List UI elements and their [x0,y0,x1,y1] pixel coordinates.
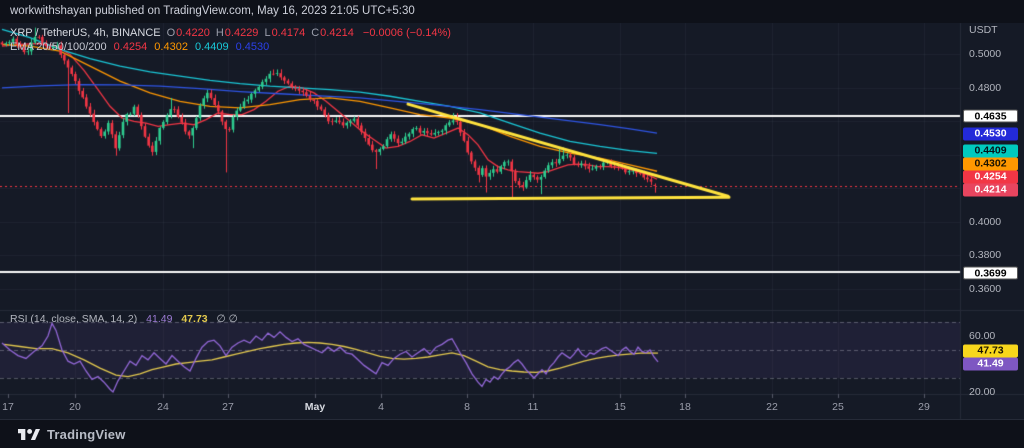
price-change: −0.0006 (−0.14%) [362,27,451,39]
price-badge: 0.3699 [963,266,1018,280]
rsi-value: 41.49 [146,313,173,325]
time-axis-label: 4 [378,401,384,413]
ohlc-value: 0.4174 [271,27,306,39]
symbol-legend-row-main: XRP / TetherUS, 4h, BINANCE O0.4220 H0.422… [10,26,451,40]
ema-value: 0.4302 [154,41,188,53]
ema-value: 0.4409 [194,41,229,53]
ema-indicator-label: EMA 20/50/100/200 [10,41,107,53]
ohlc-key: O [166,27,176,39]
price-tick-label: 0.5000 [969,48,1002,60]
top-bar: workwithshayan published on TradingView.… [0,0,1024,23]
symbol-legend-row-ema: EMA 20/50/100/200 0.4254 0.4302 0.4409 0.453… [10,40,451,54]
time-axis-label: May [304,401,326,413]
time-axis-label: 11 [527,401,539,413]
rsi-badge: 47.73 [963,344,1018,358]
price-axis-currency: USDT [969,24,998,36]
time-axis-label: 29 [918,401,930,413]
symbol-legend: XRP / TetherUS, 4h, BINANCE O0.4220 H0.422… [10,26,451,54]
time-axis-label: 22 [766,401,778,413]
price-tick-label: 0.4800 [969,82,1002,94]
price-tick-label: 0.3800 [969,249,1002,261]
time-axis-label: 24 [157,401,169,413]
price-tick-label: 0.3600 [969,283,1002,295]
symbol-title: XRP / TetherUS, 4h, BINANCE [10,27,161,39]
price-tick-label: 0.4000 [969,216,1002,228]
price-badge: 0.4409 [963,144,1018,158]
ohlc-key: C [311,27,320,39]
tradingview-brand[interactable]: TradingView [47,426,126,442]
price-badge: 0.4302 [963,157,1018,171]
ema-value: 0.4254 [113,41,148,53]
time-axis-label: 8 [464,401,470,413]
price-badge: 0.4254 [963,170,1018,184]
price-badge: 0.4635 [963,109,1018,123]
publish-info: workwithshayan published on TradingView.… [10,5,415,17]
ohlc-value: 0.4214 [320,27,354,39]
ohlc-key: H [215,27,224,39]
time-axis-label: 15 [614,401,626,413]
ohlc-value: 0.4229 [224,27,259,39]
rsi-badge: 41.49 [963,357,1018,371]
ohlc-key: L [264,27,271,39]
rsi-sma-value: 47.73 [181,313,208,325]
tradingview-logo-icon[interactable] [18,427,40,442]
ema-value: 0.4530 [235,41,270,53]
rsi-indicator-label: RSI (14, close, SMA, 14, 2) [10,313,138,325]
rsi-tick-label: 20.00 [969,386,996,398]
ohlc-values: O0.4220 H0.4229 L0.4174 C0.4214 [161,27,354,39]
time-axis-label: 25 [832,401,844,413]
time-axis-label: 17 [2,401,14,413]
price-badge: 0.4530 [963,127,1018,141]
time-axis-label: 20 [69,401,81,413]
time-axis-label: 27 [222,401,234,413]
rsi-legend: RSI (14, close, SMA, 14, 2) 41.49 47.73 … [10,313,238,325]
rsi-empty-values: ∅ ∅ [216,313,238,325]
ohlc-value: 0.4220 [176,27,210,39]
price-badge: 0.4214 [963,183,1018,197]
time-axis-label: 18 [679,401,691,413]
bottom-bar: TradingView [0,419,1024,448]
ema-values: 0.4254 0.4302 0.4409 0.4530 [107,41,270,53]
rsi-tick-label: 60.00 [969,330,996,342]
